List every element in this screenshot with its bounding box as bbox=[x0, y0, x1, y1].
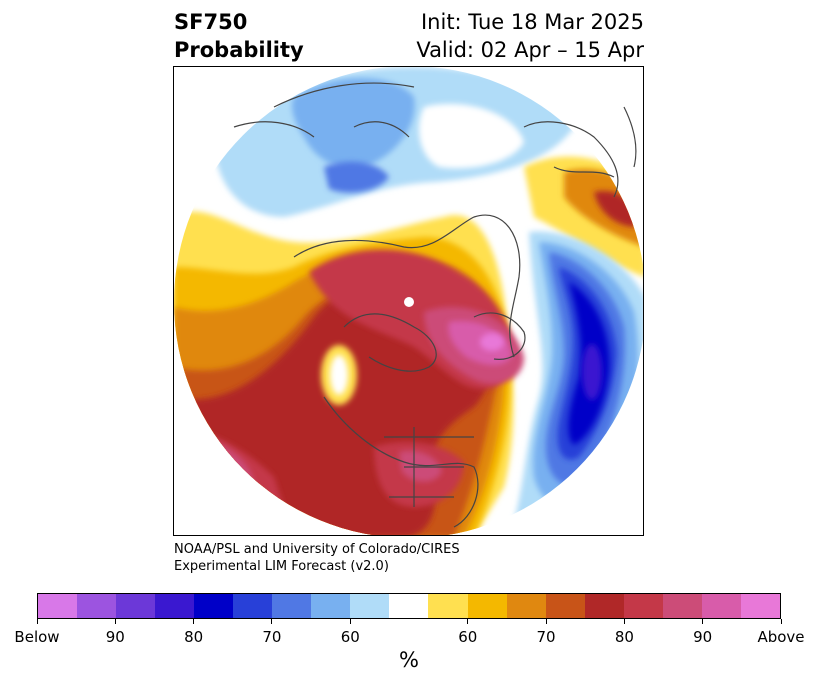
colorbar-tick-label: 90 bbox=[693, 628, 713, 646]
colorbar-swatch bbox=[740, 594, 780, 618]
credit-line2: Experimental LIM Forecast (v2.0) bbox=[174, 559, 389, 574]
colorbar-tick-mark bbox=[623, 619, 625, 624]
colorbar-swatch bbox=[272, 594, 312, 618]
colorbar-swatch bbox=[77, 594, 117, 618]
colorbar-tick-label: 80 bbox=[614, 628, 634, 646]
colorbar-tick-label: 80 bbox=[184, 628, 204, 646]
colorbar-tick-label: 90 bbox=[105, 628, 125, 646]
init-date: Init: Tue 18 Mar 2025 bbox=[420, 10, 644, 34]
colorbar-tick-label: 60 bbox=[458, 628, 478, 646]
colorbar-swatch bbox=[623, 594, 663, 618]
colorbar-tick-mark bbox=[271, 619, 273, 624]
colorbar-swatch bbox=[38, 594, 78, 618]
colorbar-swatch bbox=[389, 594, 429, 618]
colorbar-tick-mark bbox=[349, 619, 351, 624]
colorbar-tick-label: 60 bbox=[340, 628, 360, 646]
colorbar-tick-mark bbox=[36, 619, 38, 624]
title-probability: Probability bbox=[174, 38, 304, 62]
colorbar-swatch bbox=[467, 594, 507, 618]
coastline-overlay bbox=[233, 82, 637, 528]
colorbar-swatch bbox=[194, 594, 234, 618]
colorbar-swatch bbox=[233, 594, 273, 618]
colorbar-swatch bbox=[701, 594, 741, 618]
map-svg bbox=[174, 67, 643, 535]
colorbar-tick-label: Above bbox=[757, 628, 805, 646]
credit-line1: NOAA/PSL and University of Colorado/CIRE… bbox=[174, 542, 460, 557]
valid-range: Valid: 02 Apr – 15 Apr bbox=[416, 38, 644, 62]
colorbar-swatch bbox=[311, 594, 351, 618]
colorbar-swatch bbox=[428, 594, 468, 618]
colorbar-tick-mark bbox=[114, 619, 116, 624]
colorbar-swatch bbox=[350, 594, 390, 618]
north-pole-marker bbox=[404, 297, 414, 307]
colorbar-tick-label: Below bbox=[14, 628, 60, 646]
colorbar-tick-mark bbox=[780, 619, 782, 624]
colorbar-swatch bbox=[545, 594, 585, 618]
colorbar-unit: % bbox=[399, 648, 419, 672]
colorbar-swatch bbox=[506, 594, 546, 618]
colorbar-swatch bbox=[116, 594, 156, 618]
colorbar-swatch bbox=[155, 594, 195, 618]
probability-map bbox=[173, 66, 644, 536]
colorbar-swatch bbox=[662, 594, 702, 618]
colorbar-tick-mark bbox=[467, 619, 469, 624]
colorbar bbox=[37, 593, 781, 619]
colorbar-tick-mark bbox=[545, 619, 547, 624]
map-title: SF750 Probability bbox=[174, 8, 304, 64]
colorbar-tick-mark bbox=[193, 619, 195, 624]
title-variable: SF750 bbox=[174, 10, 248, 34]
colorbar-tick-label: 70 bbox=[536, 628, 556, 646]
credit-text: NOAA/PSL and University of Colorado/CIRE… bbox=[174, 541, 460, 575]
colorbar-swatch bbox=[584, 594, 624, 618]
colorbar-tick-mark bbox=[702, 619, 704, 624]
forecast-dates: Init: Tue 18 Mar 2025 Valid: 02 Apr – 15… bbox=[416, 8, 644, 64]
colorbar-tick-label: 70 bbox=[262, 628, 282, 646]
